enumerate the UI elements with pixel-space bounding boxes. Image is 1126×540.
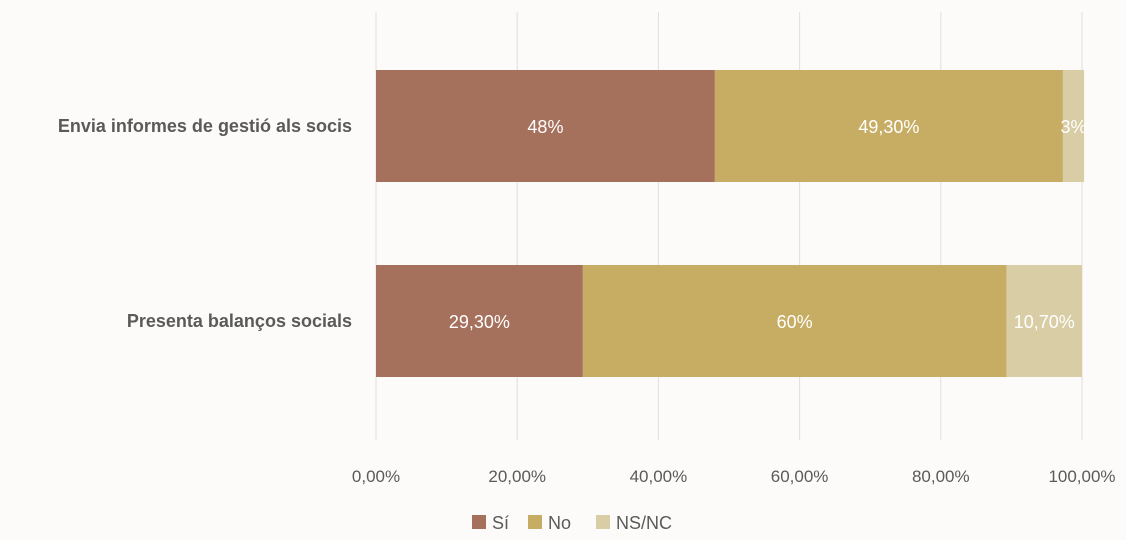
bars: [376, 70, 1085, 377]
legend: Sí No NS/NC: [472, 513, 672, 533]
category-label: Envia informes de gestió als socis: [58, 116, 352, 136]
bar-segment: [582, 265, 1007, 377]
legend-swatch: [528, 515, 542, 529]
category-label: Presenta balanços socials: [127, 311, 352, 331]
x-tick-label: 100,00%: [1048, 467, 1115, 486]
data-label: 10,70%: [1014, 312, 1075, 332]
legend-label: Sí: [492, 513, 509, 533]
category-labels: Envia informes de gestió als socis Presen…: [58, 116, 352, 331]
x-tick-label: 80,00%: [912, 467, 970, 486]
data-label: 49,30%: [858, 117, 919, 137]
bar-segment: [1062, 70, 1085, 182]
data-labels: 48% 49,30% 3% 29,30% 60% 10,70%: [449, 117, 1087, 332]
bar-segment: [714, 70, 1063, 182]
bar-segment: [376, 265, 583, 377]
bar-segment: [1006, 265, 1082, 377]
data-label: 60%: [777, 312, 813, 332]
data-label: 3%: [1061, 117, 1087, 137]
x-tick-label: 60,00%: [771, 467, 829, 486]
x-axis-tick-labels: 0,00% 20,00% 40,00% 60,00% 80,00% 100,00%: [352, 467, 1116, 486]
legend-label: NS/NC: [616, 513, 672, 533]
x-tick-label: 20,00%: [488, 467, 546, 486]
legend-swatch: [596, 515, 610, 529]
legend-swatch: [472, 515, 486, 529]
legend-label: No: [548, 513, 571, 533]
data-label: 48%: [527, 117, 563, 137]
data-label: 29,30%: [449, 312, 510, 332]
bar-segment: [376, 70, 715, 182]
x-tick-label: 40,00%: [630, 467, 688, 486]
x-tick-label: 0,00%: [352, 467, 400, 486]
